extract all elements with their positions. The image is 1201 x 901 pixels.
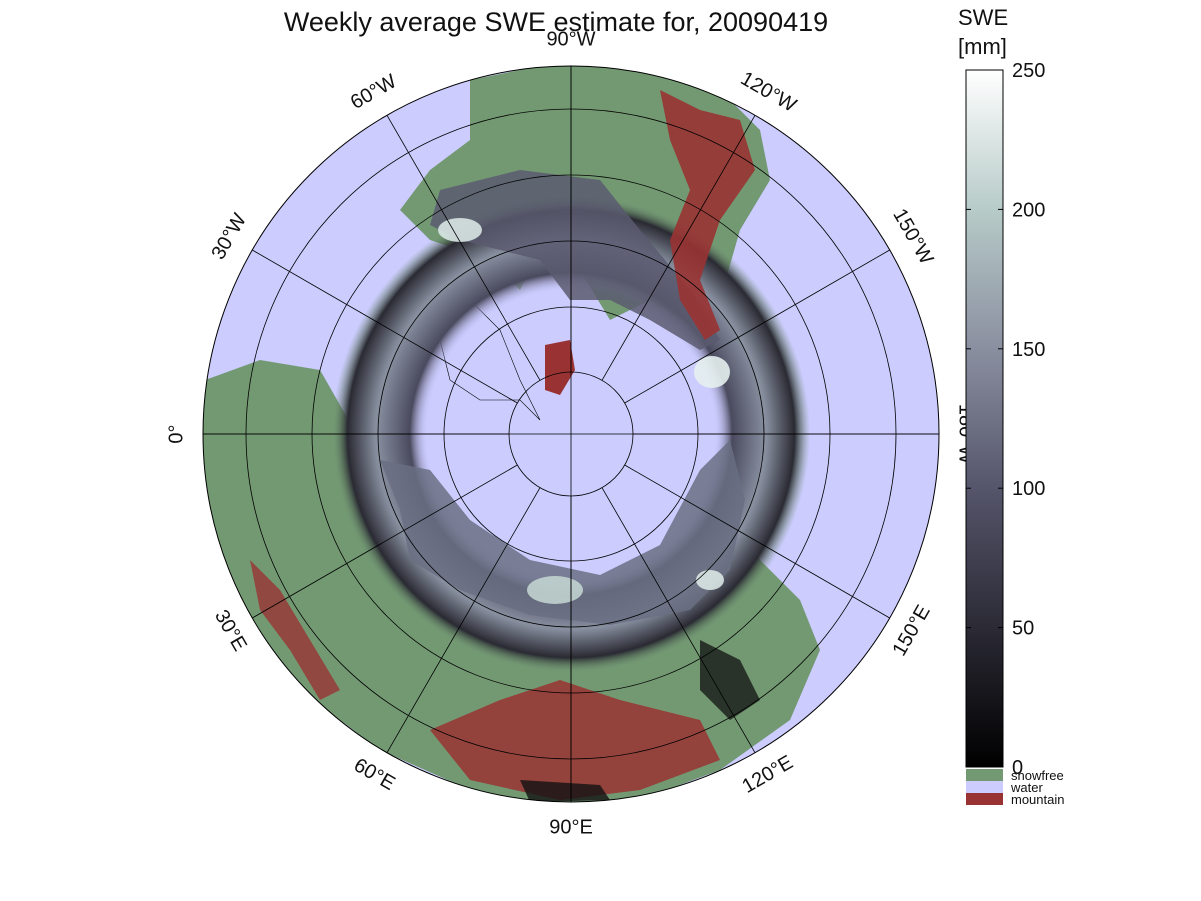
longitude-label: 30°E — [210, 606, 251, 655]
colorbar-title-unit: [mm] — [958, 34, 1007, 59]
snow-peak-3 — [694, 356, 730, 388]
map-title: Weekly average SWE estimate for, 2009041… — [284, 7, 828, 37]
meridian-line — [624, 464, 890, 619]
longitude-label: 150°E — [888, 601, 934, 659]
snow-peak-2 — [527, 576, 583, 604]
longitude-label: 150°W — [888, 205, 937, 268]
colorbar-tick-label: 50 — [1012, 618, 1034, 640]
mountain-scandinavia — [250, 560, 340, 700]
colorbar-tick-label: 100 — [1012, 478, 1045, 500]
longitude-label: 0° — [165, 424, 187, 443]
meridian-line — [252, 464, 518, 619]
nodata-south-asia — [520, 780, 610, 802]
colorbar-tick-label: 200 — [1012, 199, 1045, 221]
legend-label-snowfree: snowfree — [1011, 768, 1064, 783]
meridian-line — [386, 115, 541, 381]
longitude-label: 90°W — [546, 28, 595, 50]
snow-eurasia — [380, 440, 745, 625]
meridian-line — [601, 115, 756, 381]
longitude-label: 60°E — [350, 754, 399, 795]
snow-peak-4 — [696, 570, 724, 590]
longitude-label: 120°W — [737, 68, 800, 117]
colorbar-tick-label: 0 — [1012, 757, 1023, 779]
meridian-line — [601, 487, 756, 753]
map-outline — [202, 65, 940, 803]
snow-peak-1 — [438, 218, 482, 242]
colorbar-title-swe: SWE — [958, 5, 1008, 30]
meridian-line — [386, 487, 541, 753]
legend-swatch-snowfree — [966, 769, 1003, 781]
legend-swatch-mountain — [966, 793, 1003, 805]
mountain-asia — [430, 680, 720, 800]
mountain-greenland-tip — [545, 340, 575, 395]
snow-na — [430, 170, 720, 350]
nodata-east-siberia — [700, 640, 760, 720]
longitude-lines — [203, 66, 939, 802]
colorbar — [965, 69, 1004, 768]
colorbar-ticks: 0 50 100 150 200 250 — [966, 60, 1045, 779]
legend-swatch-water — [966, 781, 1003, 793]
longitude-label: 60°W — [347, 70, 401, 114]
meridian-line — [252, 249, 518, 404]
longitude-label: 90°E — [549, 816, 593, 838]
longitude-label: 30°W — [207, 210, 251, 264]
map-disk — [203, 66, 939, 802]
legend-label-mountain: mountain — [1011, 792, 1064, 807]
meridian-line — [624, 249, 890, 404]
longitude-label: 120°E — [738, 751, 796, 797]
legend-label-water: water — [1010, 780, 1043, 795]
colorbar-tick-label: 250 — [1012, 60, 1045, 82]
colorbar-tick-label: 150 — [1012, 339, 1045, 361]
